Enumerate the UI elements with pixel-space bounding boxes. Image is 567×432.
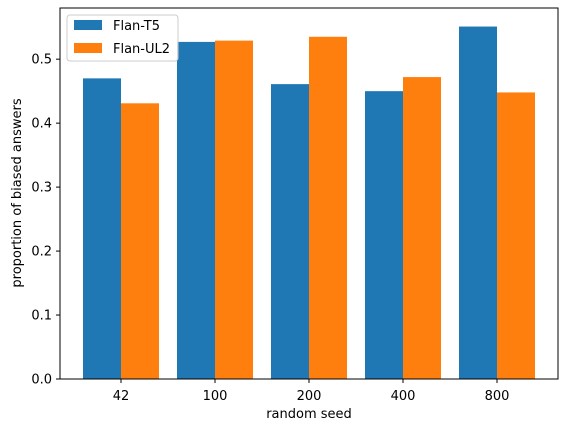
x-axis-label: random seed <box>266 407 352 422</box>
x-tick-label: 100 <box>203 389 228 404</box>
y-tick-label: 0.5 <box>31 53 52 68</box>
y-tick-label: 0.1 <box>31 309 52 324</box>
y-tick-label: 0.4 <box>31 117 52 132</box>
bar-flan-t5-100 <box>177 41 215 379</box>
legend-swatch-flan-ul2 <box>74 43 102 53</box>
bar-flan-ul2-400 <box>403 77 441 379</box>
bar-flan-ul2-100 <box>215 40 253 380</box>
bar-flan-ul2-200 <box>309 36 347 379</box>
x-axis: 42 100 200 400 800 <box>113 379 510 404</box>
legend-label-flan-ul2: Flan-UL2 <box>113 42 170 57</box>
bar-flan-t5-800 <box>459 26 497 380</box>
bar-flan-t5-200 <box>271 84 309 380</box>
y-tick-label: 0.3 <box>31 181 52 196</box>
y-tick-label: 0.2 <box>31 245 52 260</box>
legend-label-flan-t5: Flan-T5 <box>113 19 160 34</box>
y-tick-label: 0.0 <box>31 373 52 388</box>
bars-group <box>83 26 535 380</box>
bar-flan-ul2-42 <box>121 103 159 379</box>
bar-flan-t5-42 <box>83 78 121 380</box>
legend: Flan-T5 Flan-UL2 <box>66 14 179 62</box>
x-tick-label: 200 <box>297 389 322 404</box>
y-axis-label: proportion of biased answers <box>10 98 25 287</box>
legend-swatch-flan-t5 <box>74 20 102 30</box>
bar-flan-t5-400 <box>365 91 403 379</box>
x-tick-label: 800 <box>485 389 510 404</box>
x-tick-label: 400 <box>391 389 416 404</box>
bar-flan-ul2-800 <box>497 92 535 380</box>
x-tick-label: 42 <box>113 389 130 404</box>
y-axis: 0.0 0.1 0.2 0.3 0.4 0.5 <box>31 53 60 388</box>
